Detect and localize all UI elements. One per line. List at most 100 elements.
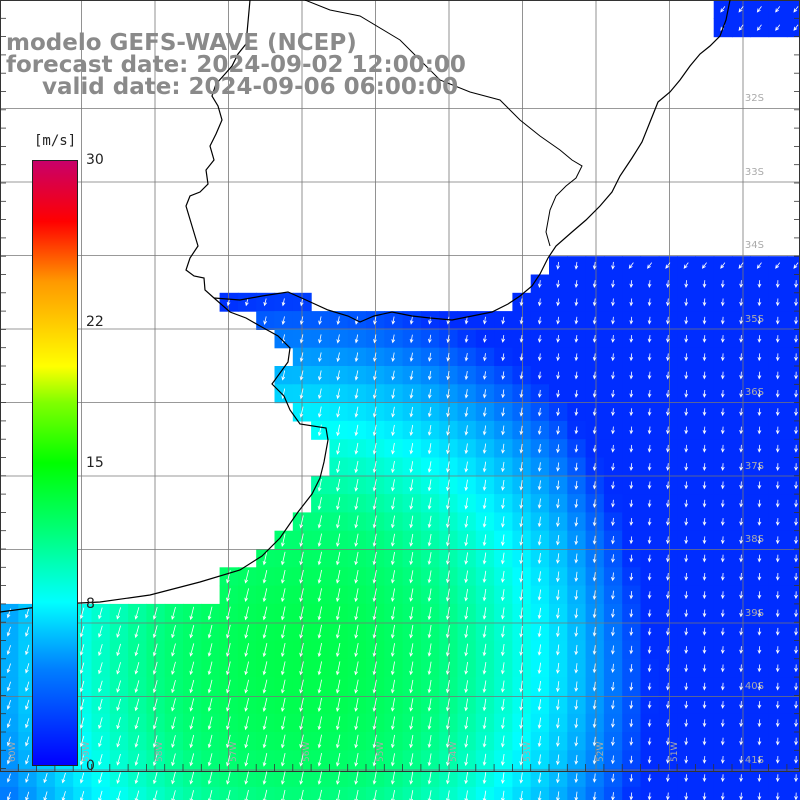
wind-arrow: [299, 352, 304, 363]
wind-arrow: [281, 533, 286, 548]
wind-arrow: [409, 497, 414, 510]
wind-arrow: [720, 518, 725, 526]
wind-arrow: [409, 570, 414, 584]
latitude-label: 33S: [744, 167, 764, 178]
wind-arrow: [592, 535, 597, 545]
wind-arrow: [226, 716, 231, 731]
wind-speed-cell: [786, 384, 800, 404]
wind-arrow: [537, 389, 542, 398]
wind-speed-cell: [786, 677, 800, 696]
wind-arrow: [318, 334, 322, 344]
wind-speed-cell: [786, 475, 800, 495]
wind-arrow: [629, 371, 634, 380]
wind-arrow: [757, 664, 762, 673]
wind-arrow: [574, 571, 579, 583]
wind-arrow: [592, 261, 597, 270]
wind-arrow: [464, 334, 469, 344]
wind-arrow: [226, 753, 231, 767]
wind-arrow: [116, 753, 121, 766]
wind-arrow: [134, 661, 140, 675]
wind-arrow: [775, 591, 780, 600]
wind-arrow: [611, 261, 615, 270]
wind-arrow: [757, 280, 762, 289]
wind-arrow: [537, 353, 542, 362]
wind-arrow: [756, 262, 762, 269]
wind-arrow: [666, 682, 670, 691]
wind-arrow: [207, 624, 213, 639]
wind-arrow: [702, 682, 707, 691]
wind-arrow: [464, 570, 469, 584]
latitude-label: 39S: [744, 608, 764, 619]
wind-arrow: [482, 735, 487, 748]
wind-arrow: [519, 353, 524, 362]
wind-arrow: [556, 335, 560, 343]
wind-arrow: [354, 334, 359, 344]
wind-arrow: [794, 609, 798, 618]
wind-speed-cell: [786, 567, 800, 587]
wind-arrow: [775, 682, 780, 691]
wind-arrow: [482, 371, 487, 380]
wind-arrow: [629, 389, 634, 398]
wind-arrow: [574, 791, 579, 800]
wind-arrow: [592, 481, 597, 490]
wind-arrow: [556, 408, 560, 417]
wind-speed-cell: [786, 713, 800, 733]
wind-arrow: [684, 719, 689, 728]
wind-arrow: [299, 753, 304, 767]
wind-arrow: [336, 533, 341, 548]
wind-arrow: [519, 754, 524, 766]
wind-arrow: [684, 371, 689, 380]
wind-arrow: [501, 680, 505, 693]
wind-arrow: [372, 442, 377, 455]
wind-arrow: [794, 298, 798, 307]
wind-arrow: [262, 716, 268, 731]
wind-arrow: [556, 717, 560, 729]
wind-arrow: [226, 771, 231, 785]
wind-arrow: [629, 627, 634, 637]
wind-arrow: [739, 335, 743, 343]
wind-arrow: [775, 499, 780, 508]
wind-arrow: [757, 518, 762, 526]
wind-arrow: [629, 645, 634, 655]
wind-arrow: [189, 606, 195, 621]
wind-arrow: [409, 734, 414, 749]
wind-arrow: [116, 698, 121, 712]
wind-arrow: [336, 734, 341, 749]
wind-arrow: [647, 646, 652, 655]
wind-arrow: [702, 463, 707, 472]
wind-arrow: [25, 608, 30, 619]
wind-arrow: [446, 388, 450, 399]
wind-arrow: [720, 737, 725, 746]
wind-arrow: [666, 737, 670, 746]
wind-arrow: [647, 774, 652, 783]
longitude-label: 55W: [376, 741, 386, 762]
wind-arrow: [354, 370, 359, 381]
wind-arrow: [794, 774, 798, 783]
wind-arrow: [427, 388, 432, 399]
wind-arrow: [501, 479, 505, 491]
wind-arrow: [684, 444, 689, 453]
wind-arrow: [720, 426, 725, 435]
wind-arrow: [592, 700, 597, 710]
wind-arrow: [116, 607, 121, 620]
wind-arrow: [702, 701, 707, 709]
wind-arrow: [482, 698, 487, 712]
wind-arrow: [647, 682, 652, 691]
wind-arrow: [6, 755, 11, 765]
wind-arrow: [720, 591, 725, 600]
wind-arrow: [318, 352, 322, 363]
wind-arrow: [409, 424, 414, 436]
wind-arrow: [574, 444, 579, 453]
wind-arrow: [427, 443, 432, 455]
wind-arrow: [207, 753, 213, 767]
wind-arrow: [152, 735, 158, 748]
wind-arrow: [335, 643, 341, 658]
wind-arrow: [720, 280, 725, 289]
wind-arrow: [262, 734, 268, 749]
wind-arrow: [501, 772, 505, 785]
wind-arrow: [592, 408, 597, 417]
wind-arrow: [354, 588, 359, 603]
wind-arrow: [574, 480, 579, 490]
wind-arrow: [427, 533, 432, 547]
